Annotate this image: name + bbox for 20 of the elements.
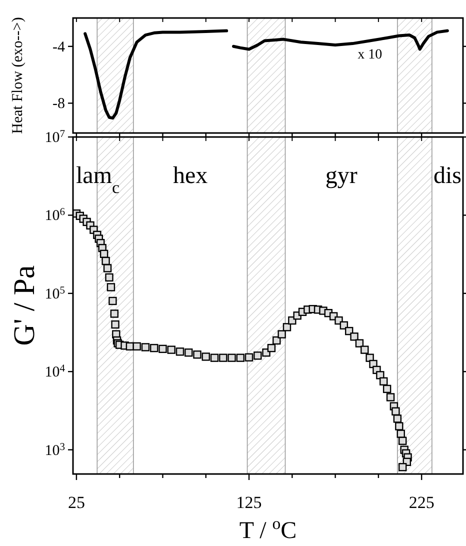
y-tick-label: 10$^{7}$ <box>44 128 65 146</box>
y-axis-title: G' / Pa <box>8 265 41 346</box>
annotation: lam$_{c}$ <box>76 163 120 196</box>
annotation: dis <box>433 163 462 189</box>
y-tick-label: 10$^{6}$ <box>44 206 65 224</box>
y-tick-label: -4 <box>52 39 66 56</box>
annotation: x 10 <box>358 48 382 63</box>
y-tick-label: 10$^{5}$ <box>44 284 65 302</box>
x-tick-label: 225 <box>408 493 434 512</box>
y-tick-label: 10$^{4}$ <box>44 363 66 381</box>
line-series <box>84 29 228 120</box>
line-series <box>232 29 449 51</box>
x-tick-label: 125 <box>236 493 262 512</box>
annotation: hex <box>173 163 208 189</box>
annotation: gyr <box>325 163 358 189</box>
y-axis-title: Heat Flow (exo-->) <box>10 17 26 134</box>
y-tick-label: 10$^{3}$ <box>44 441 65 459</box>
y-tick-label: -8 <box>52 96 65 112</box>
x-axis-title: T / $^{o}$C <box>239 514 297 544</box>
x-tick-label: 25 <box>68 493 85 512</box>
